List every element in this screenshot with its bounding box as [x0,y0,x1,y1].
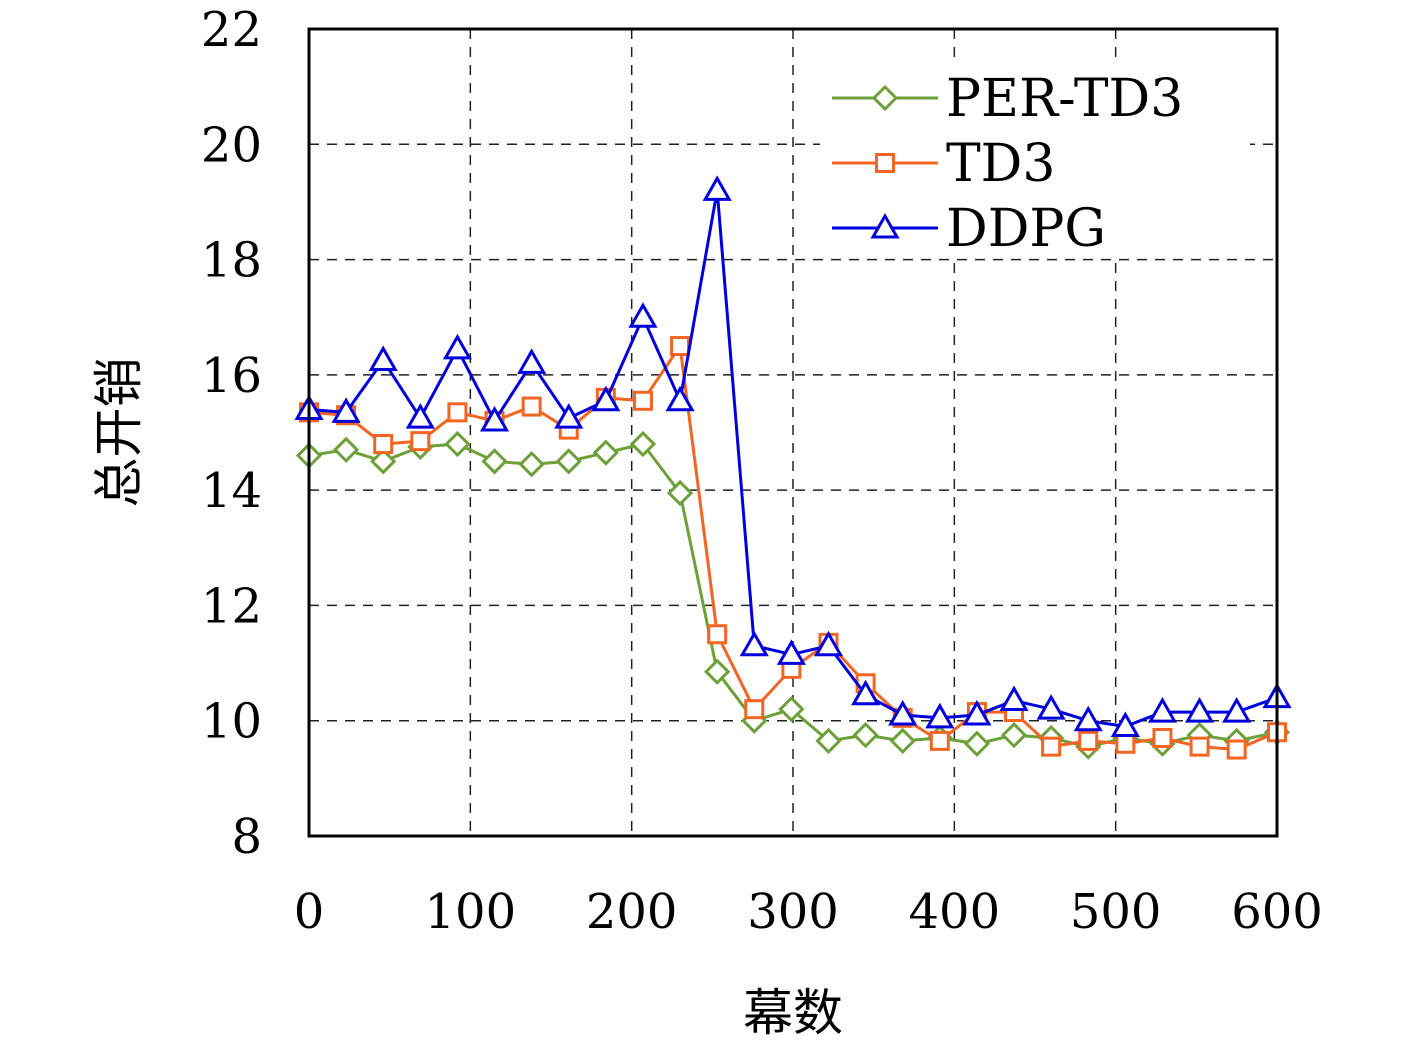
data-point-ddpg [442,333,473,360]
series-td3 [299,336,1287,760]
data-point-td3 [670,336,691,357]
legend-marker-ddpg [870,212,900,239]
data-point-per-td3 [555,448,582,475]
legend-label-per-td3: PER-TD3 [946,69,1183,129]
data-point-ddpg [702,175,732,201]
data-point-td3 [929,730,950,751]
legend-marker-td3 [875,153,895,173]
y-axis-title: 总开销 [90,358,148,508]
tick-labels: 0 100 200 300 400 500 600 8 10 12 14 16 18 20 22 [201,2,1323,940]
data-point-per-td3 [444,430,471,458]
data-point-per-td3 [370,448,397,475]
x-tick-label: 300 [747,884,839,940]
data-point-per-td3 [666,479,694,507]
data-point-ddpg [368,345,398,371]
data-point-per-td3 [592,439,619,466]
x-tick-label: 600 [1231,884,1323,940]
data-point-td3 [1041,736,1062,757]
data-point-ddpg [331,397,361,423]
data-point-per-td3 [518,451,545,478]
data-point-per-td3 [704,658,731,685]
data-point-ddpg [1222,697,1252,723]
data-point-per-td3 [332,436,360,463]
y-tick-label: 14 [201,463,262,519]
data-point-ddpg [739,630,769,657]
data-point-td3 [1152,728,1173,749]
data-point-td3 [447,402,468,423]
x-tick-label: 200 [586,884,678,940]
y-tick-label: 16 [201,348,262,404]
data-point-ddpg [962,699,992,726]
legend-marker-per-td3 [871,84,899,112]
data-point-per-td3 [481,448,508,475]
y-tick-label: 20 [201,117,262,173]
data-point-per-td3 [963,730,991,757]
data-point-ddpg [665,385,695,412]
data-point-ddpg [591,385,621,412]
data-point-ddpg [554,403,584,429]
data-point-td3 [744,699,765,720]
data-point-ddpg [517,348,547,374]
data-point-ddpg [925,702,955,729]
data-point-ddpg [1073,705,1103,732]
data-point-ddpg [405,403,435,429]
x-tick-label: 500 [1070,884,1162,940]
data-point-per-td3 [889,727,916,755]
data-point-ddpg [888,699,918,726]
data-point-ddpg [1110,711,1140,737]
legend-label-td3: TD3 [946,134,1055,194]
data-point-per-td3 [1000,722,1028,749]
y-tick-label: 22 [201,2,262,58]
data-point-per-td3 [629,430,657,458]
data-point-ddpg [479,405,510,432]
data-point-td3 [707,624,728,645]
data-point-td3 [1189,736,1210,757]
data-point-ddpg [776,639,806,665]
data-point-td3 [373,434,394,455]
legend-label-ddpg: DDPG [946,199,1106,259]
data-point-per-td3 [852,722,879,749]
data-point-td3 [1115,733,1136,754]
data-point-ddpg [813,630,844,657]
data-point-per-td3 [815,727,842,755]
data-point-td3 [521,396,542,417]
y-tick-label: 18 [201,233,262,289]
data-point-ddpg [1184,697,1215,723]
y-tick-label: 10 [201,694,262,750]
data-point-ddpg [1147,697,1178,723]
series-layer [294,175,1292,760]
data-point-ddpg [1036,694,1066,720]
data-point-ddpg [628,302,658,328]
data-point-ddpg [851,679,881,706]
series-ddpg [294,175,1292,737]
data-point-per-td3 [778,696,805,723]
x-tick-label: 400 [909,884,1001,940]
plot-frame [307,27,1279,838]
x-tick-label: 0 [294,884,325,940]
x-tick-label: 100 [425,884,517,940]
data-point-td3 [1078,730,1099,751]
data-point-ddpg [999,685,1029,712]
data-point-td3 [632,390,653,411]
y-tick-label: 12 [201,578,262,634]
x-axis-title: 幕数 [743,984,843,1042]
y-tick-label: 8 [231,809,262,865]
data-point-td3 [410,431,431,452]
data-point-td3 [1226,739,1247,760]
